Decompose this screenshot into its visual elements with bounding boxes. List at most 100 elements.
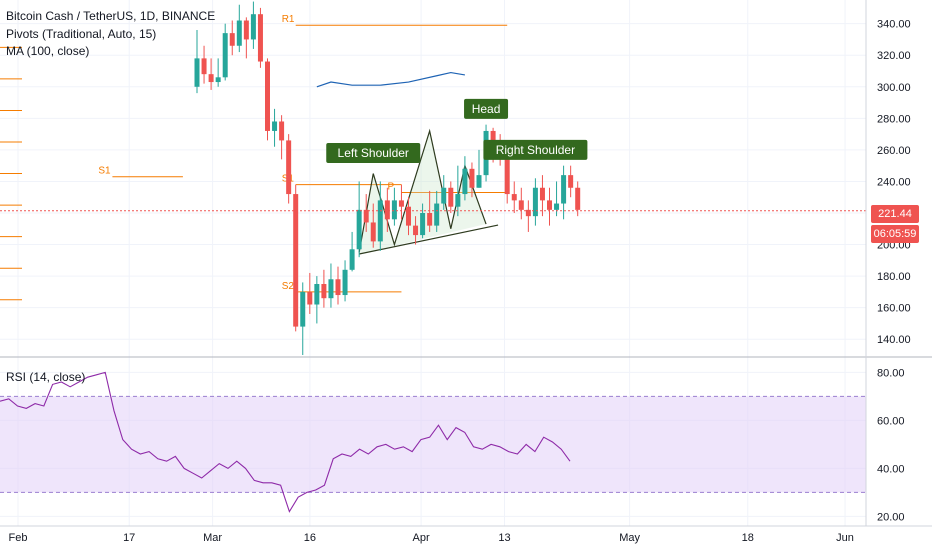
rsi-tick-label: 60.00 bbox=[877, 415, 905, 427]
candle bbox=[398, 200, 404, 207]
rsi-line bbox=[0, 371, 571, 513]
candle bbox=[342, 269, 348, 296]
rsi-legend[interactable]: RSI (14, close) bbox=[6, 370, 86, 384]
current-price-tag: 221.44 bbox=[871, 205, 919, 223]
pattern-label-box bbox=[464, 98, 509, 119]
candle bbox=[441, 187, 447, 204]
price-tick-label: 340.00 bbox=[877, 19, 911, 31]
pattern-label-2: Right Shoulder bbox=[496, 143, 575, 157]
pivot-label: S1 bbox=[98, 166, 111, 177]
candle bbox=[257, 14, 263, 62]
candle bbox=[335, 279, 341, 296]
pattern-label-box bbox=[483, 139, 588, 160]
candle bbox=[293, 194, 299, 327]
time-tick-label: Mar bbox=[203, 532, 222, 544]
pivots-legend[interactable]: Pivots (Traditional, Auto, 15) bbox=[6, 27, 157, 41]
price-tick-label: 140.00 bbox=[877, 334, 911, 346]
pattern-label-1: Head bbox=[472, 102, 501, 116]
candle bbox=[300, 291, 306, 327]
candle bbox=[307, 291, 313, 305]
candle bbox=[194, 58, 200, 87]
rsi-tick-label: 20.00 bbox=[877, 511, 905, 523]
rsi-band bbox=[0, 396, 866, 493]
candle bbox=[455, 194, 461, 207]
time-tick-label: 16 bbox=[304, 532, 316, 544]
candle bbox=[427, 213, 433, 226]
candle bbox=[314, 284, 320, 305]
candle bbox=[265, 61, 270, 131]
candle bbox=[279, 121, 285, 141]
candle bbox=[413, 225, 419, 236]
price-tick-label: 300.00 bbox=[877, 82, 911, 94]
candle bbox=[208, 74, 214, 83]
price-tick-label: 240.00 bbox=[877, 176, 911, 188]
candle bbox=[490, 130, 496, 147]
pattern-label-box bbox=[326, 143, 421, 164]
bar-countdown-tag: 06:05:59 bbox=[871, 225, 919, 243]
rsi-series bbox=[0, 371, 571, 513]
candle bbox=[201, 58, 207, 75]
candle bbox=[356, 209, 362, 250]
candle bbox=[243, 20, 249, 40]
candle bbox=[370, 222, 376, 242]
time-tick-label: Apr bbox=[413, 532, 430, 544]
price-tick-label: 280.00 bbox=[877, 113, 911, 125]
neckline bbox=[359, 224, 499, 255]
candle bbox=[448, 187, 454, 207]
candle bbox=[462, 168, 468, 195]
candle bbox=[229, 33, 235, 46]
candle bbox=[532, 187, 538, 217]
price-tick-label: 320.00 bbox=[877, 50, 911, 62]
chart-title: Bitcoin Cash / TetherUS, 1D, BINANCE bbox=[6, 9, 216, 23]
ma-legend[interactable]: MA (100, close) bbox=[6, 44, 90, 58]
time-axis[interactable]: Feb 17 Mar 16 Apr 13 May 18 Jun bbox=[9, 532, 854, 544]
time-tick-label: 17 bbox=[123, 532, 135, 544]
pattern-label-0: Left Shoulder bbox=[338, 146, 409, 160]
candle bbox=[272, 121, 278, 131]
pattern-fill bbox=[359, 130, 487, 255]
ma100-line-group bbox=[316, 71, 465, 88]
price-tick-label: 180.00 bbox=[877, 271, 911, 283]
time-tick-label: Feb bbox=[9, 532, 28, 544]
candle bbox=[391, 200, 397, 220]
candle bbox=[215, 77, 221, 83]
candle bbox=[568, 175, 574, 188]
candle bbox=[222, 33, 228, 78]
price-tick-label: 260.00 bbox=[877, 145, 911, 157]
candle bbox=[420, 213, 426, 236]
candle bbox=[476, 175, 482, 188]
time-tick-label: 18 bbox=[742, 532, 754, 544]
candle bbox=[561, 175, 567, 204]
time-tick-label: May bbox=[619, 532, 640, 544]
candle bbox=[554, 203, 560, 210]
ma100-line bbox=[316, 71, 465, 88]
candle bbox=[525, 209, 531, 217]
pivot-label: S2 bbox=[282, 281, 295, 292]
candle bbox=[384, 200, 390, 220]
candle bbox=[547, 200, 552, 210]
candle bbox=[321, 284, 327, 299]
candle bbox=[511, 194, 517, 201]
time-tick-label: Jun bbox=[836, 532, 854, 544]
candle bbox=[406, 206, 411, 226]
candle bbox=[434, 203, 440, 226]
pattern-labels: Left Shoulder Head Right Shoulder bbox=[326, 98, 588, 164]
candle bbox=[504, 156, 510, 195]
price-tick-label: 160.00 bbox=[877, 303, 911, 315]
candle bbox=[328, 279, 334, 299]
candle bbox=[575, 187, 581, 210]
pivot-label: R1 bbox=[282, 14, 295, 25]
candle bbox=[469, 168, 475, 188]
pivot-label: P bbox=[387, 181, 394, 192]
candle bbox=[236, 20, 242, 46]
candle bbox=[363, 209, 369, 223]
candle bbox=[250, 14, 256, 40]
rsi-axis[interactable]: 80.00 60.00 40.00 20.00 bbox=[877, 367, 905, 523]
candle bbox=[349, 249, 355, 270]
time-tick-label: 13 bbox=[498, 532, 510, 544]
candle bbox=[377, 200, 383, 242]
candle bbox=[518, 200, 524, 210]
candle bbox=[286, 140, 292, 195]
rsi-tick-label: 80.00 bbox=[877, 367, 905, 379]
